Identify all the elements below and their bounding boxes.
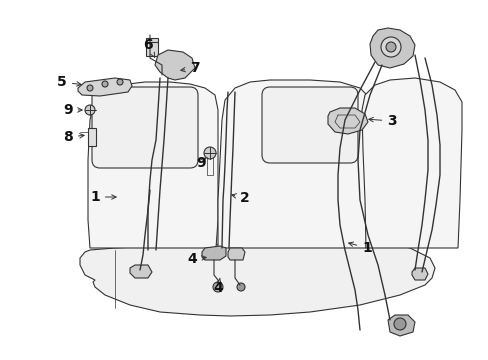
Bar — [88, 128, 96, 146]
Text: 5: 5 — [57, 75, 81, 89]
Polygon shape — [80, 240, 434, 316]
Polygon shape — [78, 78, 132, 96]
FancyBboxPatch shape — [262, 87, 357, 163]
Circle shape — [380, 37, 400, 57]
Circle shape — [393, 318, 405, 330]
Polygon shape — [361, 78, 461, 248]
Bar — [146, 38, 158, 56]
Text: 2: 2 — [231, 191, 249, 205]
Polygon shape — [387, 315, 414, 336]
FancyBboxPatch shape — [92, 87, 198, 168]
Circle shape — [213, 282, 223, 292]
Circle shape — [237, 283, 244, 291]
Polygon shape — [218, 80, 371, 248]
Text: 7: 7 — [181, 61, 200, 75]
Circle shape — [87, 85, 93, 91]
Circle shape — [203, 147, 216, 159]
Polygon shape — [327, 108, 367, 134]
Circle shape — [117, 79, 123, 85]
Polygon shape — [411, 268, 427, 280]
Polygon shape — [227, 248, 244, 260]
Polygon shape — [155, 50, 195, 80]
Polygon shape — [369, 28, 414, 68]
Circle shape — [171, 64, 184, 78]
Text: 1: 1 — [90, 190, 116, 204]
Text: 4: 4 — [213, 278, 223, 295]
Circle shape — [102, 81, 108, 87]
Circle shape — [175, 68, 181, 74]
Circle shape — [85, 105, 95, 115]
Text: 9: 9 — [63, 103, 82, 117]
Text: 4: 4 — [187, 252, 206, 266]
Text: 8: 8 — [63, 130, 84, 144]
Polygon shape — [88, 82, 218, 248]
Circle shape — [385, 42, 395, 52]
Polygon shape — [130, 265, 152, 278]
Text: 1: 1 — [348, 241, 371, 255]
Text: 3: 3 — [368, 114, 396, 128]
Polygon shape — [202, 246, 225, 260]
Text: 6: 6 — [143, 38, 154, 57]
Text: 9: 9 — [196, 156, 205, 170]
